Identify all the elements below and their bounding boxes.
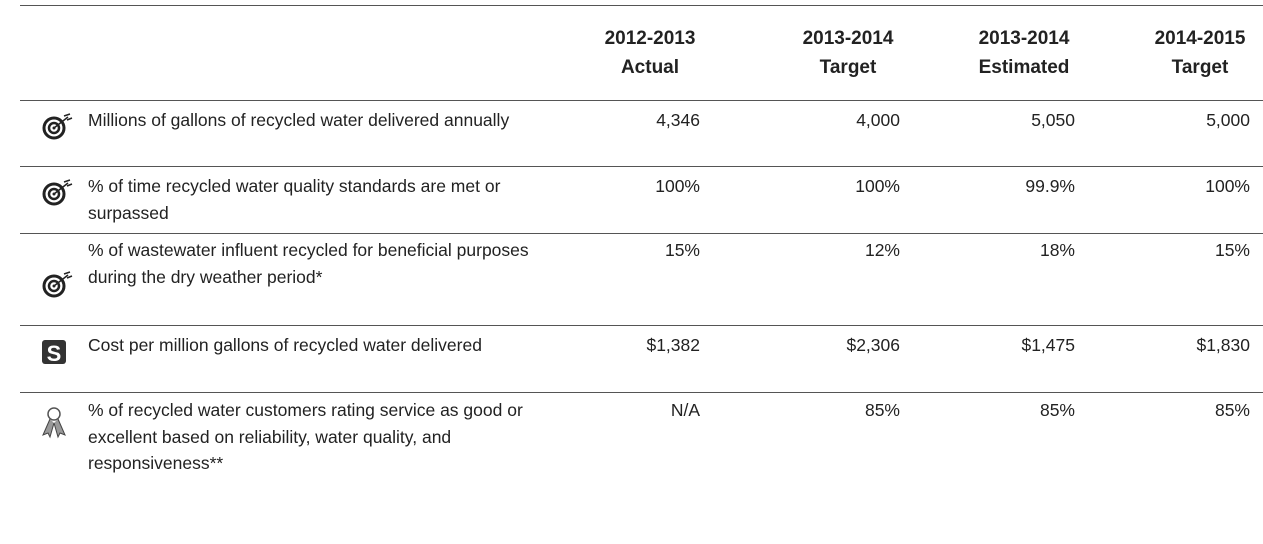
ribbon-icon [42, 407, 66, 439]
cell: $2,306 [846, 335, 900, 355]
dollar-icon: S [42, 340, 66, 366]
row-rule [20, 325, 1263, 326]
header-period: 2013-2014 [802, 28, 894, 49]
header-period: 2014-2015 [1154, 28, 1246, 49]
cell: 100% [855, 176, 900, 196]
cell: 99.9% [1025, 176, 1075, 196]
cell: 5,050 [1031, 110, 1075, 130]
cell: 12% [864, 240, 900, 260]
cell: 4,000 [856, 110, 900, 130]
header-kind: Actual [620, 57, 680, 78]
svg-text:S: S [47, 341, 62, 366]
cell: N/A [670, 400, 700, 420]
row-label: % of recycled water customers rating ser… [88, 400, 523, 473]
header-kind: Target [819, 57, 877, 78]
column-header: 2012-2013 Actual [560, 24, 740, 82]
cell: $1,475 [1021, 335, 1075, 355]
cell: 5,000 [1206, 110, 1250, 130]
header-period: 2013-2014 [978, 28, 1070, 49]
row-label: % of wastewater influent recycled for be… [88, 240, 529, 287]
target-icon [42, 271, 73, 298]
header-kind: Estimated [978, 57, 1070, 78]
row-label: % of time recycled water quality standar… [88, 176, 501, 223]
cell: 85% [1214, 400, 1250, 420]
top-rule [20, 5, 1263, 6]
target-icon [42, 179, 73, 206]
column-header: 2014-2015 Target [1110, 24, 1263, 82]
cell: 85% [1039, 400, 1075, 420]
header-period: 2012-2013 [604, 28, 696, 49]
cell: 100% [655, 176, 700, 196]
header-rule [20, 100, 1263, 101]
cell: 15% [664, 240, 700, 260]
cell: $1,382 [646, 335, 700, 355]
header-kind: Target [1171, 57, 1229, 78]
cell: 18% [1039, 240, 1075, 260]
row-rule [20, 392, 1263, 393]
target-icon [42, 113, 73, 140]
cell: 100% [1205, 176, 1250, 196]
column-header: 2013-2014 Estimated [934, 24, 1114, 82]
cell: 4,346 [656, 110, 700, 130]
cell: 15% [1214, 240, 1250, 260]
row-rule [20, 166, 1263, 167]
column-header: 2013-2014 Target [758, 24, 938, 82]
cell: $1,830 [1196, 335, 1250, 355]
row-label: Cost per million gallons of recycled wat… [88, 335, 482, 355]
row-rule [20, 233, 1263, 234]
cell: 85% [864, 400, 900, 420]
row-label: Millions of gallons of recycled water de… [88, 110, 510, 130]
